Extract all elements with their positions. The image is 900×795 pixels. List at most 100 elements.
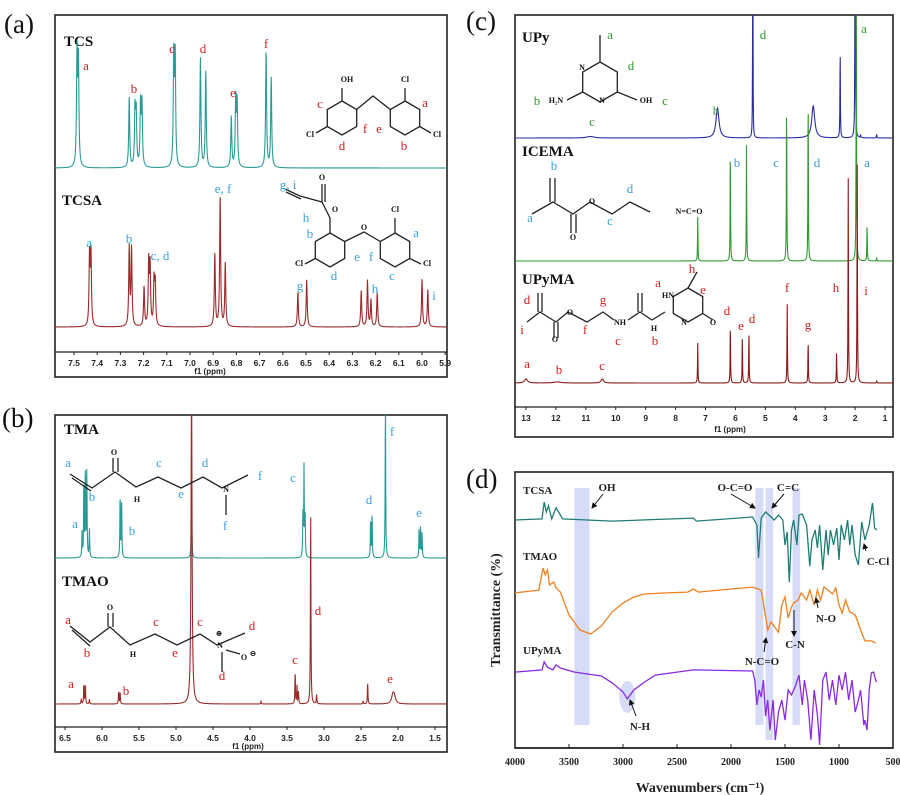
x-tick-label: 7 [703, 413, 708, 423]
series-title-icema: ICEMA [522, 144, 574, 160]
structure-label-upyma: b [652, 333, 659, 348]
structure-label-upy: d [628, 58, 635, 73]
spectrum-upyma [515, 164, 893, 384]
x-tick-label: 5.5 [133, 733, 145, 743]
band-c-n [792, 488, 801, 725]
structure-label-tcsa: f [369, 249, 374, 264]
peak-label-tcsa: b [126, 231, 133, 246]
structure-label-tmao: c [153, 614, 159, 629]
x-tick-label: 2.5 [355, 733, 367, 743]
peak-label-tcsa: e, f [215, 181, 232, 196]
structure-label-tmao: e [172, 645, 178, 660]
spectrum-tcsa [55, 197, 447, 328]
structure-label-tcsa: c [389, 268, 395, 283]
peak-label-tcsa: c, d [151, 248, 170, 263]
structure-label-tcs: f [363, 121, 368, 136]
structure-label-tcs: e [376, 121, 382, 136]
x-tick-label: 4.5 [207, 733, 219, 743]
x-tick-label: 12 [551, 413, 561, 423]
structure-label-upyma: O [710, 318, 716, 327]
peak-label-upyma: d [749, 311, 756, 326]
structure-label-tmao: d [249, 618, 256, 633]
structure-label-upyma: d [524, 292, 531, 307]
series-title-tma: TMA [64, 422, 99, 438]
structure-label-icema: O [589, 197, 595, 206]
series-title-upyma-ftir: UPyMA [523, 645, 562, 657]
structure-label-tmao: N [217, 641, 223, 650]
structure-label-upyma: HN [662, 291, 674, 300]
structure-label-tcsa: d [331, 268, 338, 283]
structure-label-upyma: h [689, 261, 696, 276]
peak-label-upyma: a [524, 356, 530, 371]
x-tick-label: 5 [763, 413, 768, 423]
peak-label-upy: a [861, 21, 867, 36]
tmao-no [225, 649, 241, 655]
peak-label-upyma: h [833, 280, 840, 295]
x-tick-label: 6.3 [346, 358, 358, 368]
peak-label-tmao: e [387, 671, 393, 686]
structure-label-upy: b [534, 93, 541, 108]
structure-label-tma: e [178, 486, 184, 501]
tcs-cl-bond [419, 125, 432, 134]
x-tick-label: 6.0 [96, 733, 108, 743]
panel-d-frame [514, 471, 894, 749]
tcsa-vinyl-bond [284, 188, 323, 203]
structure-label-tcsa: O [361, 223, 367, 232]
panel-d-y-label: Transmittance (%) [489, 553, 504, 667]
tcsa-vinyl-double [285, 191, 302, 200]
structure-label-tma: d [202, 455, 209, 470]
tcs-ether-bond [356, 95, 391, 111]
upyma-backbone [526, 311, 615, 323]
peak-label-tma: b [129, 523, 136, 538]
peak-label-icema: b [734, 155, 741, 170]
x-tick-label: 7.4 [91, 358, 103, 368]
x-tick-label: 10 [611, 413, 621, 423]
structure-label-tma: H [134, 495, 141, 504]
tma-double [71, 477, 92, 492]
peak-label-upyma: c [599, 358, 605, 373]
x-tick-label: 1500 [775, 757, 795, 768]
band-o-c=o [755, 488, 764, 725]
series-title-tcsa: TCSA [62, 193, 102, 209]
x-tick-label: 7.2 [138, 358, 150, 368]
x-tick-label: 3000 [613, 757, 633, 768]
peak-label-upyma: b [556, 362, 563, 377]
x-tick-label: 11 [581, 413, 590, 423]
structure-label-icema: N=C=O [676, 207, 703, 216]
x-tick-label: 1 [883, 413, 888, 423]
structure-label-tcsa: b [307, 226, 314, 241]
band-oh [574, 488, 590, 725]
structure-label-upyma: NH [614, 318, 627, 327]
spectrum-tma [55, 415, 447, 559]
peak-label-upy: d [760, 27, 767, 42]
peak-label-upyma: f [785, 280, 790, 295]
upyma-ring-co [702, 312, 714, 321]
x-tick-label: 9 [643, 413, 648, 423]
panel-d: TCSA TMAO UPyMA Wavenumbers (cm⁻¹) Trans… [489, 471, 900, 795]
x-tick-label: 6.5 [59, 733, 71, 743]
ftir-tmao [515, 567, 876, 644]
x-tick-label: 1000 [829, 757, 849, 768]
structure-label-tmao: d [219, 668, 226, 683]
structure-label-tcsa: Cl [423, 259, 432, 268]
arrow-icon [591, 493, 604, 509]
band-label: O-C=O [718, 482, 753, 494]
peak-label-tcs: a [83, 58, 89, 73]
peak-label-tcsa: g [297, 278, 304, 293]
structure-label-icema: O [570, 233, 576, 242]
peak-label-upy: b [713, 103, 720, 118]
band-label: C=C [777, 482, 799, 494]
upyma-methyl [687, 271, 698, 289]
structure-label-upy: a [607, 27, 613, 42]
ftir-tcsa [515, 501, 878, 583]
peak-label-tcsa: a [86, 235, 92, 250]
upyma-urea [627, 311, 666, 321]
structure-label-tmao: ⊖ [250, 649, 257, 658]
peak-label-tma: a [72, 516, 78, 531]
structure-label-tma: f [258, 468, 263, 483]
series-title-tcsa-ftir: TCSA [523, 485, 552, 497]
x-tick-label: 6.4 [323, 358, 335, 368]
tcsa-ether-bond [344, 231, 381, 243]
spectrum-tcs [55, 39, 447, 169]
